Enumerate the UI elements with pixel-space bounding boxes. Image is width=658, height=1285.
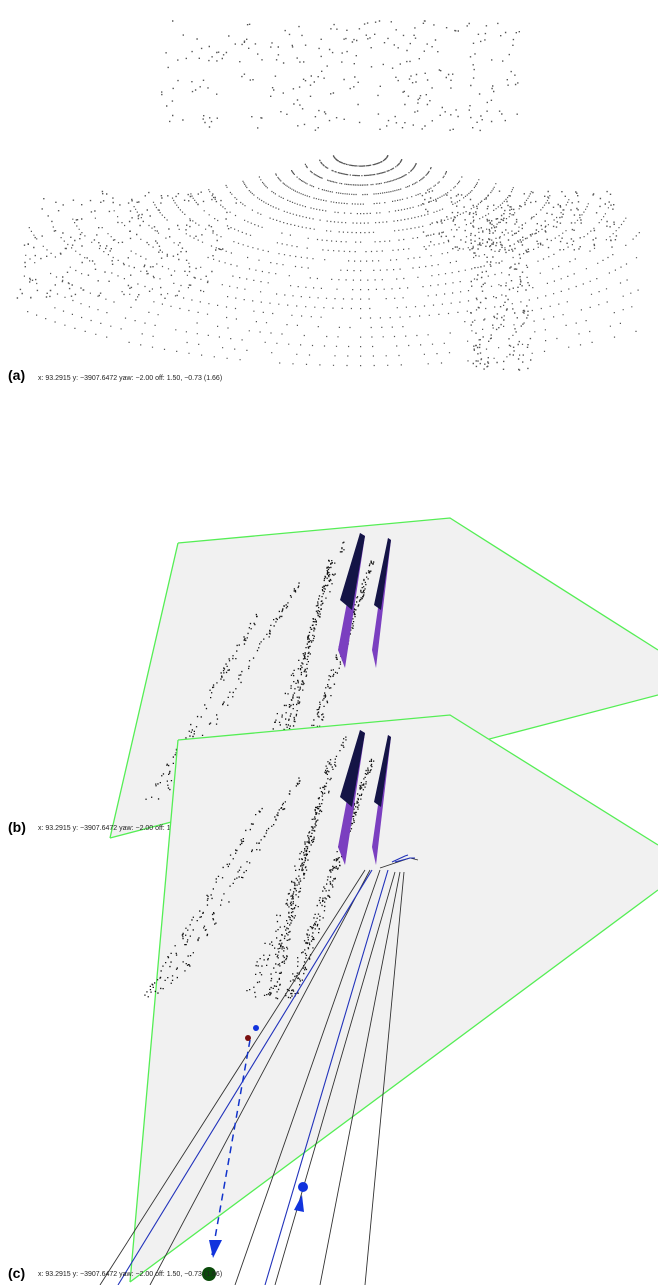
page: (a) x: 93.2915 y: −3907.6472 yaw: −2.00 … [0, 0, 658, 1285]
status-line: x: 93.2915 y: −3907.6472 yaw: −2.00 off:… [38, 1271, 222, 1278]
panel-label: (c) [8, 1265, 25, 1281]
status-line: x: 93.2915 y: −3907.6472 yaw: −2.00 off:… [38, 375, 222, 382]
arrow [294, 1195, 304, 1212]
vehicle-marker [253, 1025, 259, 1031]
point-cloud [17, 20, 640, 371]
ground-plane [130, 715, 658, 1282]
panel-c: (c) x: 93.2915 y: −3907.6472 yaw: −2.00 … [8, 715, 658, 1285]
panel-label: (a) [8, 367, 25, 383]
vehicle-marker [245, 1035, 251, 1041]
arrow [209, 1240, 222, 1258]
panel-label: (b) [8, 819, 26, 835]
vehicle-marker [298, 1182, 308, 1192]
panel-a: (a) x: 93.2915 y: −3907.6472 yaw: −2.00 … [8, 20, 640, 383]
figure: (a) x: 93.2915 y: −3907.6472 yaw: −2.00 … [0, 0, 658, 1285]
